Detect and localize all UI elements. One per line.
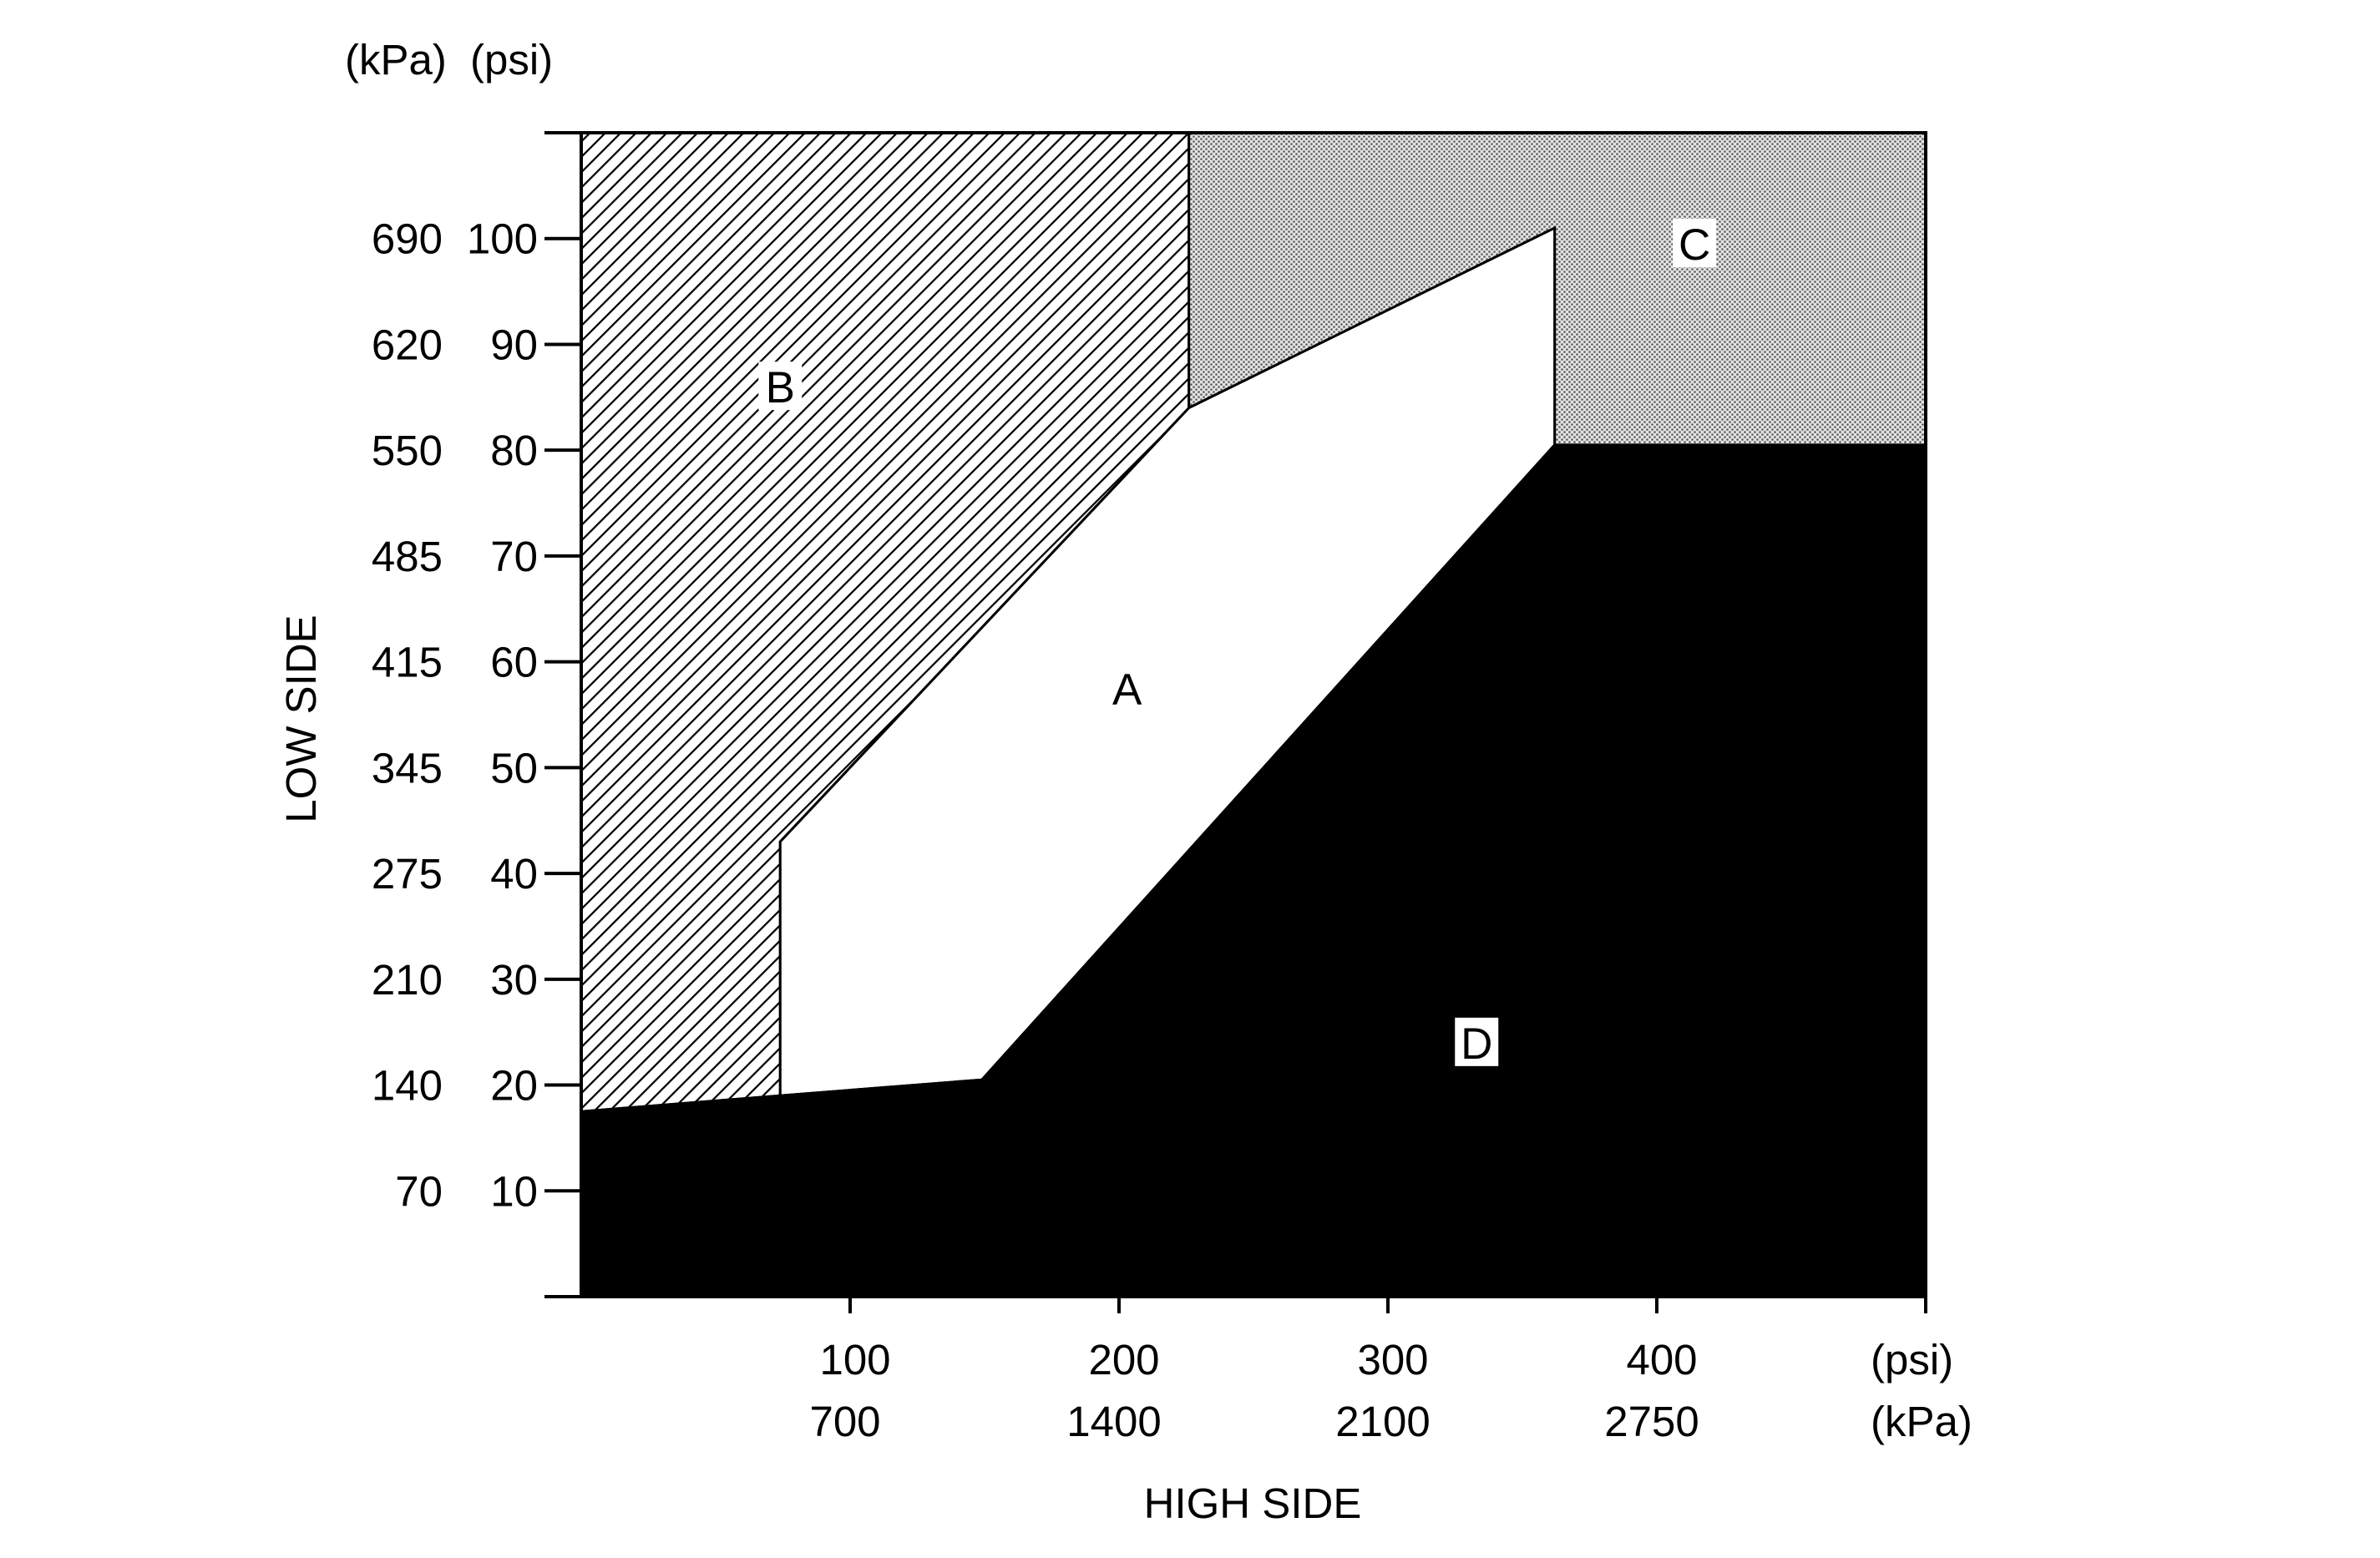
chart-regions: B C A D	[580, 131, 1927, 1298]
region-c-label-box	[1673, 219, 1717, 268]
y-tick-label-psi: 40	[490, 850, 538, 898]
x-tick-label-kpa: 700	[809, 1398, 880, 1445]
y-tick-label-kpa: 70	[395, 1167, 443, 1215]
x-tick-label-psi: 200	[1088, 1336, 1159, 1383]
y-tick-label-psi: 90	[490, 321, 538, 368]
x-axis-title: HIGH SIDE	[1144, 1480, 1362, 1527]
y-tick-label-kpa: 210	[372, 956, 443, 1004]
y-tick-label-kpa: 345	[372, 744, 443, 792]
y-unit-kpa-label: (kPa)	[345, 36, 447, 83]
region-c-label: C	[1679, 220, 1710, 270]
y-axis-ticks: 10 70 20 140 30 210 40 275 50 345 60 415 70 485 80 550 9…	[372, 131, 581, 1298]
y-tick-label-kpa: 275	[372, 850, 443, 898]
y-tick-label-kpa: 620	[372, 321, 443, 368]
chart-axes	[580, 131, 1927, 1298]
y-tick-label-psi: 50	[490, 744, 538, 792]
region-d-label: D	[1461, 1019, 1492, 1069]
y-tick-label-psi: 100	[467, 215, 538, 263]
region-b-label-box	[758, 362, 803, 411]
region-b-label: B	[766, 363, 795, 412]
y-tick-label-psi: 20	[490, 1062, 538, 1110]
region-a-label: A	[1112, 665, 1142, 714]
x-unit-kpa-label: (kPa)	[1871, 1398, 1972, 1445]
x-tick-label-kpa: 2100	[1335, 1398, 1430, 1445]
y-tick-label-kpa: 485	[372, 533, 443, 580]
x-unit-psi-label: (psi)	[1871, 1336, 1953, 1383]
y-tick-label-kpa: 140	[372, 1062, 443, 1110]
y-tick-label-kpa: 690	[372, 215, 443, 263]
y-tick-label-kpa: 550	[372, 427, 443, 474]
x-tick-label-kpa: 1400	[1066, 1398, 1161, 1445]
x-tick-label-kpa: 2750	[1604, 1398, 1699, 1445]
x-tick-label-psi: 400	[1626, 1336, 1697, 1383]
x-axis-ticks: 100 700 200 1400 300 2100 400 2750	[809, 1297, 1927, 1445]
y-tick-label-psi: 30	[490, 956, 538, 1004]
region-d-label-box	[1455, 1017, 1499, 1066]
y-axis-title: LOW SIDE	[277, 615, 325, 822]
x-tick-label-psi: 100	[819, 1336, 890, 1383]
y-tick-label-psi: 60	[490, 639, 538, 686]
y-tick-label-psi: 10	[490, 1167, 538, 1215]
x-tick-label-psi: 300	[1357, 1336, 1428, 1383]
y-tick-label-kpa: 415	[372, 639, 443, 686]
y-tick-label-psi: 80	[490, 427, 538, 474]
y-unit-psi-label: (psi)	[470, 36, 553, 83]
y-tick-label-psi: 70	[490, 533, 538, 580]
plot-frame	[580, 131, 1927, 1298]
region-a-label-box	[1105, 663, 1149, 712]
